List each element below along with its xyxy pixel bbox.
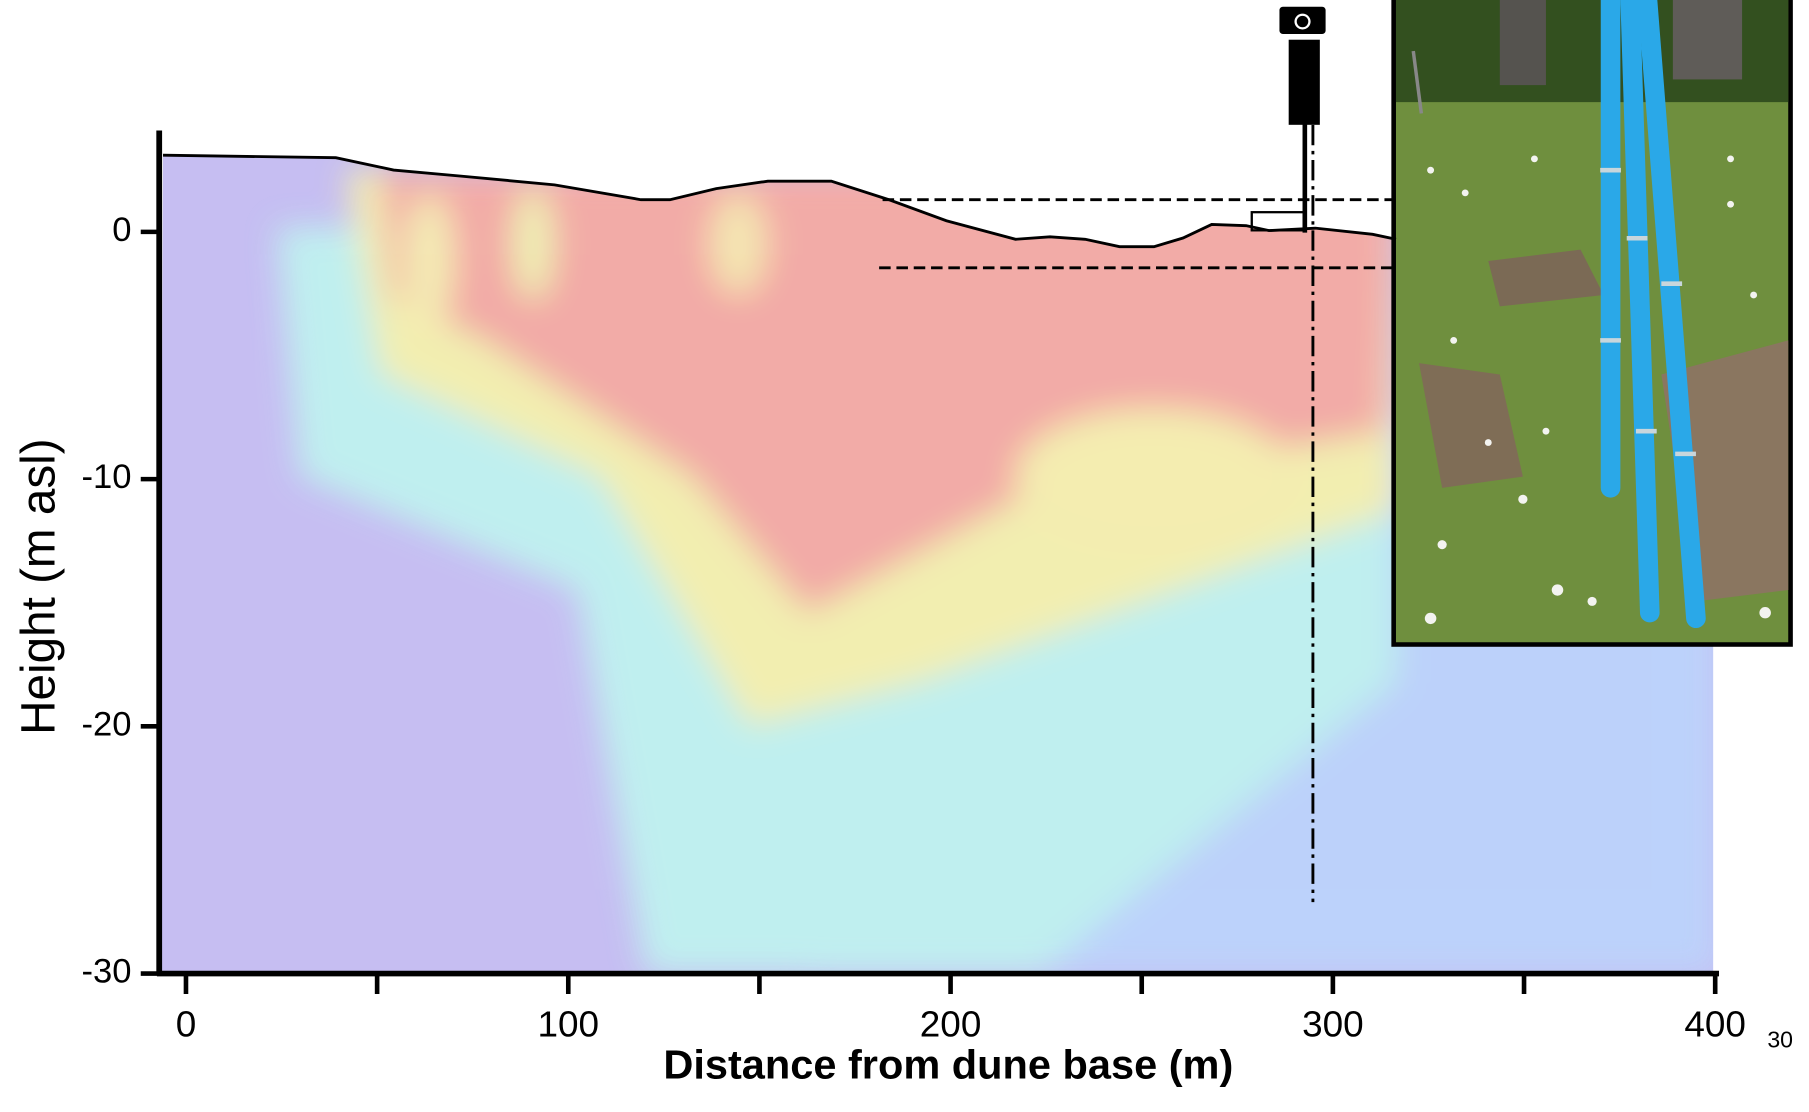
x-tick-label: 0 — [176, 1004, 197, 1045]
x-axis-title: Distance from dune base (m) — [663, 1042, 1233, 1088]
piezometer-cap — [1279, 6, 1326, 35]
photo-inset — [1391, 0, 1793, 647]
piezometer-body — [1288, 39, 1320, 125]
x-tick-label: 300 — [1302, 1004, 1364, 1045]
y-tick-label: -20 — [82, 706, 132, 744]
y-axis-title: Height (m asl) — [12, 438, 65, 735]
y-tick-label: -10 — [82, 458, 132, 496]
y-tick-label: -30 — [82, 953, 132, 991]
x-tick-label: 200 — [920, 1004, 982, 1045]
piezometer-icon — [1294, 13, 1311, 30]
page-number: 30 — [1767, 1027, 1793, 1053]
surface-profile — [163, 153, 1397, 249]
x-tick-label: 400 — [1684, 1004, 1746, 1045]
x-tick-label: 100 — [537, 1004, 599, 1045]
y-tick-label: 0 — [112, 211, 131, 249]
